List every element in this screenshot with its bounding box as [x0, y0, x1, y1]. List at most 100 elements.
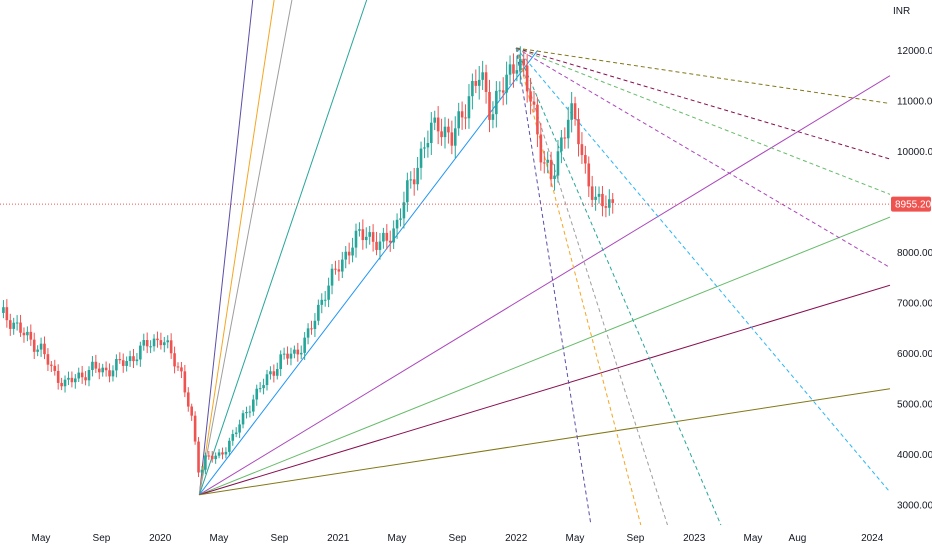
candle [460, 101, 464, 130]
candle [392, 220, 395, 249]
candle [303, 332, 306, 360]
y-tick-label: 7000.00 [897, 298, 932, 309]
candle [378, 232, 382, 260]
candle [200, 466, 204, 476]
candle [241, 410, 245, 429]
x-tick-label: May [209, 533, 228, 544]
candle [125, 356, 128, 372]
candle [385, 224, 389, 250]
candle [279, 350, 282, 377]
candle [556, 140, 560, 183]
candle [519, 46, 522, 84]
candle [587, 156, 591, 197]
y-tick-label: 5000.00 [897, 399, 932, 410]
y-tick-label: 3000.00 [897, 500, 932, 511]
candle [53, 359, 57, 376]
candle [228, 437, 231, 457]
candle [15, 315, 19, 331]
candle [484, 64, 488, 104]
candle [142, 333, 146, 351]
fan-line-7 [199, 216, 891, 496]
candle [180, 361, 183, 379]
candle [464, 104, 467, 130]
candle [163, 336, 166, 353]
y-tick-label: 6000.00 [897, 349, 932, 360]
candle [433, 110, 437, 131]
candle [347, 242, 351, 265]
candle [60, 377, 63, 391]
candle [327, 277, 330, 308]
fan-line-16 [516, 47, 891, 195]
candle [406, 172, 409, 212]
candle [358, 222, 361, 237]
candle [46, 348, 50, 371]
x-tick-label: May [565, 533, 584, 544]
candle [525, 53, 529, 103]
candle [36, 345, 39, 357]
candle [491, 101, 495, 129]
candle [512, 53, 515, 88]
y-tick-label: 8000.00 [897, 248, 932, 259]
candle [477, 65, 481, 100]
candle [443, 117, 447, 149]
candle [330, 263, 334, 295]
candle [344, 246, 348, 269]
x-tick-label: Aug [789, 533, 807, 544]
candle [553, 164, 556, 191]
candle [258, 382, 262, 393]
fan-line-3 [198, 0, 293, 495]
candle [453, 116, 457, 159]
candle [204, 452, 207, 475]
candle [584, 145, 587, 174]
candle [501, 77, 505, 106]
fan-line-1 [198, 0, 254, 495]
candle [542, 150, 546, 174]
candle [505, 61, 508, 105]
candle [149, 340, 152, 354]
x-tick-label: 2020 [149, 533, 172, 544]
fan-line-5 [198, 50, 538, 496]
candle [590, 175, 594, 207]
candle [275, 362, 279, 380]
candle [364, 227, 368, 249]
candle [39, 337, 43, 357]
candle [56, 364, 60, 390]
y-tick-label: 11000.00 [897, 96, 932, 107]
candle [2, 300, 5, 319]
candle [262, 378, 265, 395]
candle [193, 411, 197, 445]
candle [409, 171, 413, 189]
candle [108, 363, 111, 383]
x-tick-label: Sep [93, 533, 111, 544]
candle [91, 356, 94, 377]
candle [186, 387, 190, 412]
currency-label: INR [893, 6, 910, 17]
candle [580, 132, 584, 164]
candle [70, 371, 74, 388]
candle [50, 361, 53, 373]
candle [269, 366, 272, 380]
candle [176, 362, 180, 372]
fan-lines [198, 0, 891, 526]
candle [159, 332, 163, 350]
candle [375, 231, 378, 256]
candle [80, 365, 84, 384]
candle [43, 336, 46, 360]
candle [577, 108, 580, 157]
candle [29, 324, 33, 346]
candle [436, 106, 440, 145]
x-tick-label: May [743, 533, 762, 544]
candle [293, 345, 296, 359]
candle [306, 323, 310, 345]
fan-line-13 [515, 47, 722, 526]
candle [488, 79, 491, 133]
candle [522, 51, 526, 77]
candle [320, 293, 324, 314]
candle [536, 97, 539, 148]
candle [368, 225, 371, 245]
candle [84, 371, 87, 386]
candle [382, 227, 385, 249]
fan-line-8 [199, 284, 891, 496]
candle [63, 375, 67, 393]
